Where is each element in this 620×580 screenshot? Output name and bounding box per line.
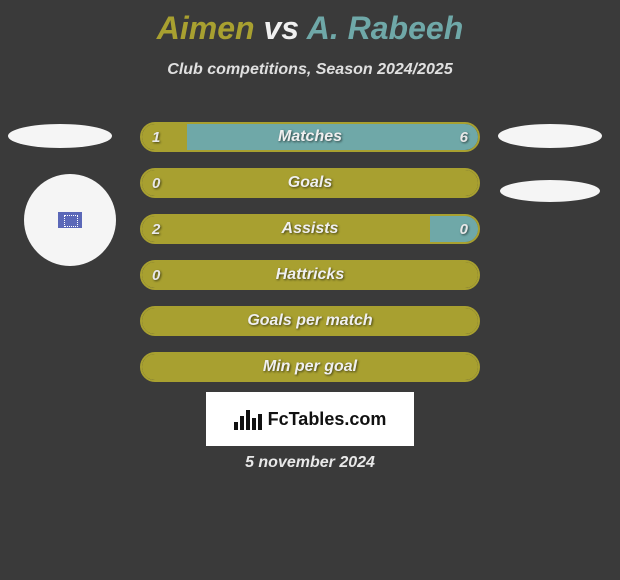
stat-label: Goals per match <box>142 308 478 334</box>
stat-label: Min per goal <box>142 354 478 380</box>
stat-label: Hattricks <box>142 262 478 288</box>
stat-value-left: 0 <box>142 170 170 196</box>
stat-bar: Assists2 0 <box>140 214 480 244</box>
stat-value-left: 1 <box>142 124 170 150</box>
stat-value-left: 2 <box>142 216 170 242</box>
stats-bars: Matches16Goals0Assists20Hattricks0Goals … <box>140 122 480 398</box>
stat-bar: Matches1 6 <box>140 122 480 152</box>
subtitle: Club competitions, Season 2024/2025 <box>0 61 620 79</box>
stat-value-left: 0 <box>142 262 170 288</box>
title-player2: A. Rabeeh <box>307 10 463 46</box>
stat-bar: Goals per match <box>140 306 480 336</box>
player1-badge-top <box>8 124 112 148</box>
stat-label: Goals <box>142 170 478 196</box>
player2-badge-top <box>498 124 602 148</box>
brand-box: FcTables.com <box>206 392 414 446</box>
stat-value-right: 0 <box>450 216 478 242</box>
flag-icon <box>58 212 82 228</box>
player1-avatar <box>24 174 116 266</box>
date-label: 5 november 2024 <box>0 454 620 472</box>
stat-label: Matches <box>142 124 478 150</box>
title-player1: Aimen <box>157 10 255 46</box>
stat-bar: Goals0 <box>140 168 480 198</box>
title-vs: vs <box>263 10 299 46</box>
stat-bar: Min per goal <box>140 352 480 382</box>
stat-bar: Hattricks0 <box>140 260 480 290</box>
comparison-title: Aimen vs A. Rabeeh <box>0 0 620 47</box>
stat-value-right: 6 <box>450 124 478 150</box>
fctables-logo-icon <box>234 408 262 430</box>
player2-badge-bottom <box>500 180 600 202</box>
brand-text: FcTables.com <box>268 409 387 430</box>
stat-label: Assists <box>142 216 478 242</box>
